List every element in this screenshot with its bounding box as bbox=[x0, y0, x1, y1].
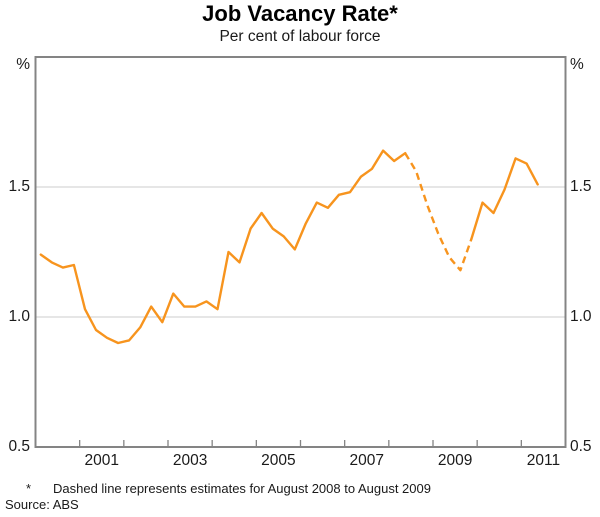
series-line bbox=[470, 157, 539, 241]
y-label-right: 1.5 bbox=[570, 178, 592, 195]
footnote-marker: * bbox=[26, 481, 32, 496]
x-label-year: 2007 bbox=[349, 452, 384, 469]
y-label-left: 1.5 bbox=[8, 178, 30, 195]
x-label-year: 2005 bbox=[261, 452, 296, 469]
y-axis-unit-left: % bbox=[16, 56, 30, 73]
x-label-year: 2001 bbox=[84, 452, 119, 469]
x-label-year: 2003 bbox=[172, 452, 208, 469]
source-text: Source: ABS bbox=[5, 497, 79, 512]
y-label-left: 1.0 bbox=[8, 308, 30, 325]
y-axis-unit-right: % bbox=[570, 56, 584, 73]
chart-subtitle: Per cent of labour force bbox=[219, 28, 381, 45]
x-label-year: 2009 bbox=[437, 452, 473, 469]
y-label-left: 0.5 bbox=[8, 438, 30, 455]
series-line-dashed bbox=[404, 152, 473, 272]
series-line bbox=[39, 149, 407, 345]
footnote: * Dashed line represents estimates for A… bbox=[0, 481, 600, 497]
y-label-right: 1.0 bbox=[570, 308, 592, 325]
x-label-year: 2011 bbox=[526, 452, 561, 469]
footnote-text: Dashed line represents estimates for Aug… bbox=[53, 481, 431, 496]
chart-title: Job Vacancy Rate* bbox=[202, 1, 398, 26]
y-label-right: 0.5 bbox=[570, 438, 592, 455]
plot-frame bbox=[34, 56, 567, 448]
